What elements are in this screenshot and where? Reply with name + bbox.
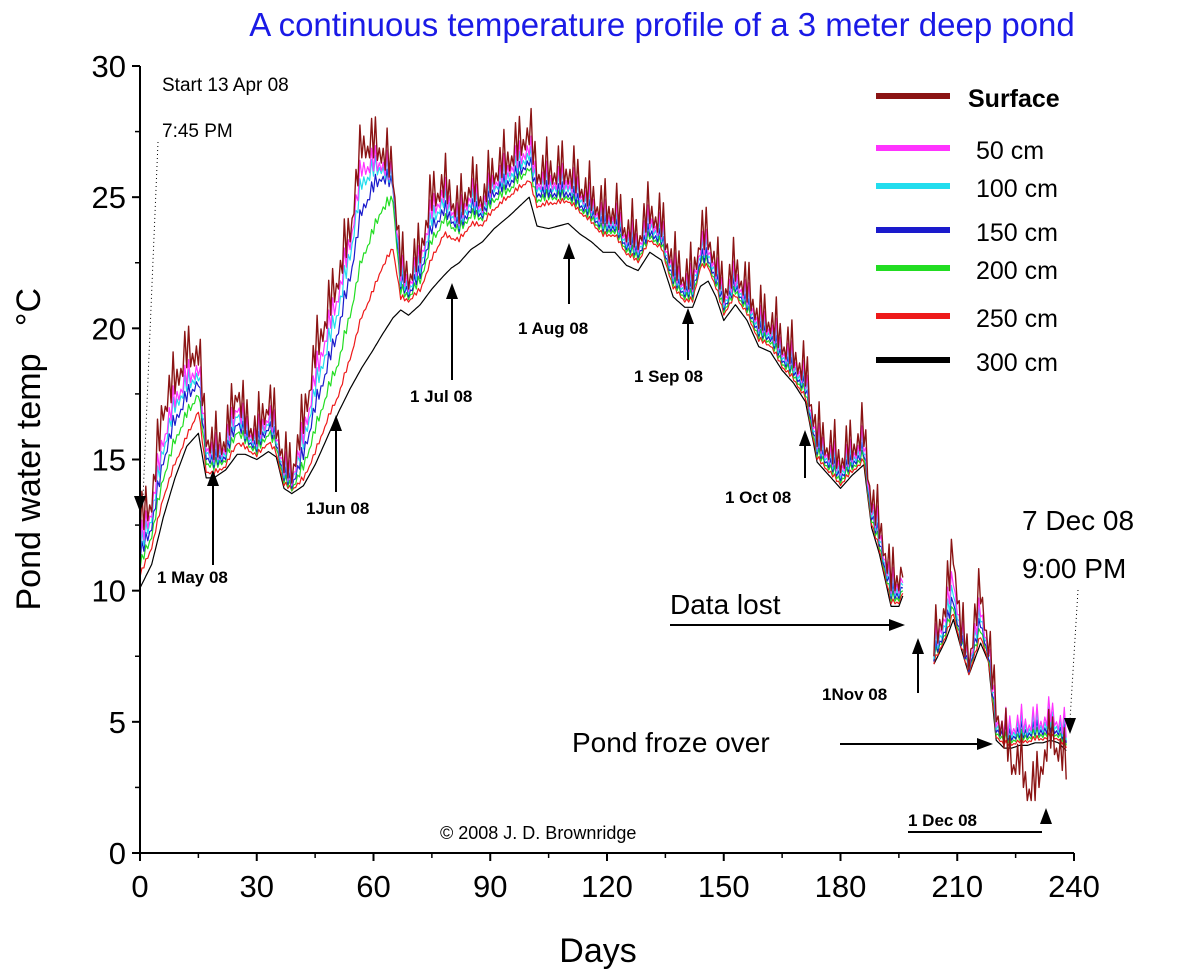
arrow-head-may bbox=[207, 470, 219, 486]
annotation-1-jun: 1Jun 08 bbox=[306, 499, 369, 518]
x-tick-label: 240 bbox=[1048, 869, 1100, 904]
annotation-end-date: 7 Dec 08 bbox=[1022, 505, 1134, 536]
annotation-1-oct: 1 Oct 08 bbox=[725, 488, 791, 507]
arrow-head-data-lost bbox=[889, 619, 905, 631]
annotation-1-may: 1 May 08 bbox=[157, 568, 228, 587]
arrow-head-froze bbox=[977, 738, 993, 750]
x-tick-label: 180 bbox=[815, 869, 867, 904]
series-line bbox=[139, 167, 1067, 746]
annotation-1-dec: 1 Dec 08 bbox=[908, 811, 977, 830]
annotation-start-time: 7:45 PM bbox=[162, 121, 233, 142]
x-tick-label: 120 bbox=[581, 869, 633, 904]
series-line bbox=[139, 107, 1067, 802]
arrow-head-oct bbox=[799, 430, 811, 446]
annotation-1-aug: 1 Aug 08 bbox=[518, 319, 588, 338]
start-dotted-leader bbox=[142, 141, 159, 499]
annotation-1-jul: 1 Jul 08 bbox=[410, 387, 472, 406]
legend-label: 250 cm bbox=[976, 305, 1058, 333]
arrow-head-jun bbox=[330, 415, 342, 431]
annotation-1-sep: 1 Sep 08 bbox=[634, 367, 703, 386]
x-tick-label: 60 bbox=[356, 869, 390, 904]
y-tick-label: 20 bbox=[92, 311, 126, 346]
copyright-notice: © 2008 J. D. Brownridge bbox=[440, 823, 636, 843]
y-tick-label: 30 bbox=[92, 49, 126, 84]
y-tick-label: 10 bbox=[92, 574, 126, 609]
y-tick-label: 15 bbox=[92, 443, 126, 478]
annotations: Start 13 Apr 08 7:45 PM 7 Dec 08 9:00 PM… bbox=[134, 75, 1134, 843]
x-tick-label: 90 bbox=[473, 869, 507, 904]
y-tick-label: 25 bbox=[92, 180, 126, 215]
legend-label: 200 cm bbox=[976, 257, 1058, 285]
arrow-head-aug bbox=[563, 243, 575, 259]
series-layer bbox=[139, 107, 1067, 802]
annotation-pond-froze: Pond froze over bbox=[572, 727, 770, 758]
arrow-head-nov bbox=[912, 638, 924, 654]
ticks-layer: 0 30 60 90 120 150 180 210 240 0 5 10 15 20 25 30 bbox=[92, 49, 1100, 904]
legend-label: 100 cm bbox=[976, 175, 1058, 203]
annotation-data-lost: Data lost bbox=[670, 589, 781, 620]
annotation-start-date: Start 13 Apr 08 bbox=[162, 75, 289, 96]
arrow-head-sep bbox=[682, 308, 694, 324]
chart-title: A continuous temperature profile of a 3 … bbox=[249, 6, 1075, 43]
x-tick-label: 150 bbox=[698, 869, 750, 904]
start-arrowhead bbox=[134, 496, 146, 512]
legend-label: 150 cm bbox=[976, 219, 1058, 247]
y-axis-unit: °C bbox=[10, 288, 48, 326]
x-tick-label: 30 bbox=[240, 869, 274, 904]
end-arrowhead bbox=[1064, 718, 1076, 734]
series-line bbox=[139, 196, 1067, 752]
x-axis-title: Days bbox=[559, 932, 636, 970]
series-line bbox=[139, 180, 1067, 749]
arrow-head-dec bbox=[1040, 808, 1052, 824]
x-tick-label: 210 bbox=[931, 869, 983, 904]
annotation-end-time: 9:00 PM bbox=[1022, 553, 1126, 584]
legend-label: 50 cm bbox=[976, 137, 1044, 165]
legend: Surface 50 cm 100 cm 150 cm 200 cm 250 cm 300 … bbox=[876, 85, 1060, 377]
legend-label: Surface bbox=[968, 85, 1060, 113]
y-tick-label: 5 bbox=[109, 705, 126, 740]
y-tick-label: 0 bbox=[109, 836, 126, 871]
legend-label: 300 cm bbox=[976, 349, 1058, 377]
end-dotted-leader bbox=[1069, 589, 1079, 721]
annotation-1-nov: 1Nov 08 bbox=[822, 685, 887, 704]
series-line bbox=[139, 156, 1067, 743]
arrow-head-jul bbox=[446, 283, 458, 299]
y-axis-title: Pond water temp bbox=[10, 353, 48, 610]
x-tick-label: 0 bbox=[131, 869, 148, 904]
